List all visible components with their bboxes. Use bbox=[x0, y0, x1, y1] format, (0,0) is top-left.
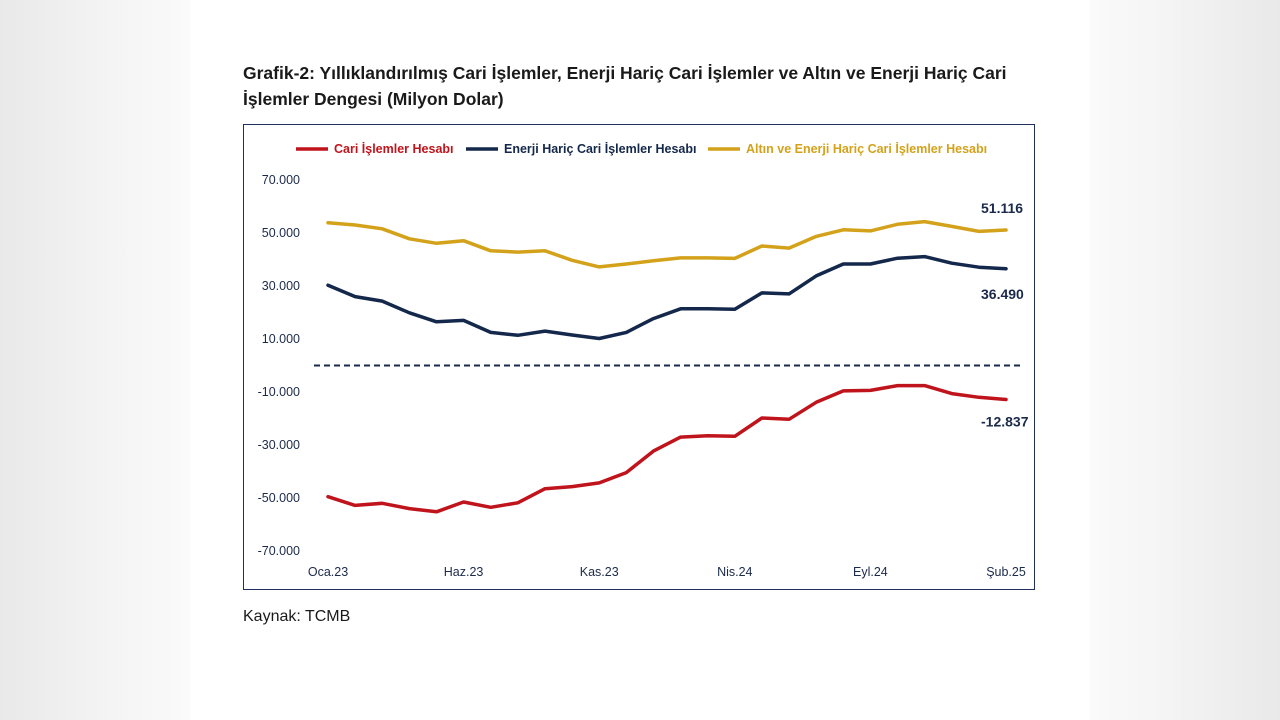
series-line bbox=[326, 219, 1008, 269]
series-line bbox=[326, 254, 1008, 341]
source-note: Kaynak: TCMB bbox=[243, 608, 351, 625]
end-value-label: 51.116 bbox=[981, 200, 1023, 216]
x-tick-label: Nis.24 bbox=[717, 565, 752, 579]
y-tick-label: 70.000 bbox=[262, 173, 300, 187]
y-tick-label: -10.000 bbox=[258, 385, 300, 399]
x-tick-label: Oca.23 bbox=[308, 565, 348, 579]
line-chart: Cari İşlemler Hesabı Enerji Hariç Cari İş… bbox=[258, 141, 1029, 579]
x-tick-label: Eyl.24 bbox=[853, 565, 888, 579]
series-line bbox=[326, 383, 1008, 514]
blurred-background-right bbox=[1090, 0, 1280, 720]
y-tick-label: 10.000 bbox=[262, 332, 300, 346]
end-value-label: 36.490 bbox=[981, 286, 1024, 302]
x-tick-label: Kas.23 bbox=[580, 565, 619, 579]
y-tick-label: 30.000 bbox=[262, 279, 300, 293]
document-page: Grafik-2: Yıllıklandırılmış Cari İşlemle… bbox=[190, 0, 1090, 720]
legend-label: Altın ve Enerji Hariç Cari İşlemler Hesa… bbox=[746, 141, 987, 156]
blurred-background-left bbox=[0, 0, 190, 720]
chart-title: Grafik-2: Yıllıklandırılmış Cari İşlemle… bbox=[243, 63, 1007, 109]
chart-frame: Cari İşlemler Hesabı Enerji Hariç Cari İş… bbox=[243, 124, 1035, 590]
x-tick-label: Şub.25 bbox=[986, 565, 1026, 579]
y-tick-label: -50.000 bbox=[258, 491, 300, 505]
x-tick-label: Haz.23 bbox=[444, 565, 484, 579]
y-tick-label: -30.000 bbox=[258, 438, 300, 452]
y-tick-label: 50.000 bbox=[262, 226, 300, 240]
legend-label: Cari İşlemler Hesabı bbox=[334, 141, 454, 156]
end-value-label: -12.837 bbox=[981, 414, 1029, 430]
legend-label: Enerji Hariç Cari İşlemler Hesabı bbox=[504, 141, 696, 156]
y-tick-label: -70.000 bbox=[258, 544, 300, 558]
